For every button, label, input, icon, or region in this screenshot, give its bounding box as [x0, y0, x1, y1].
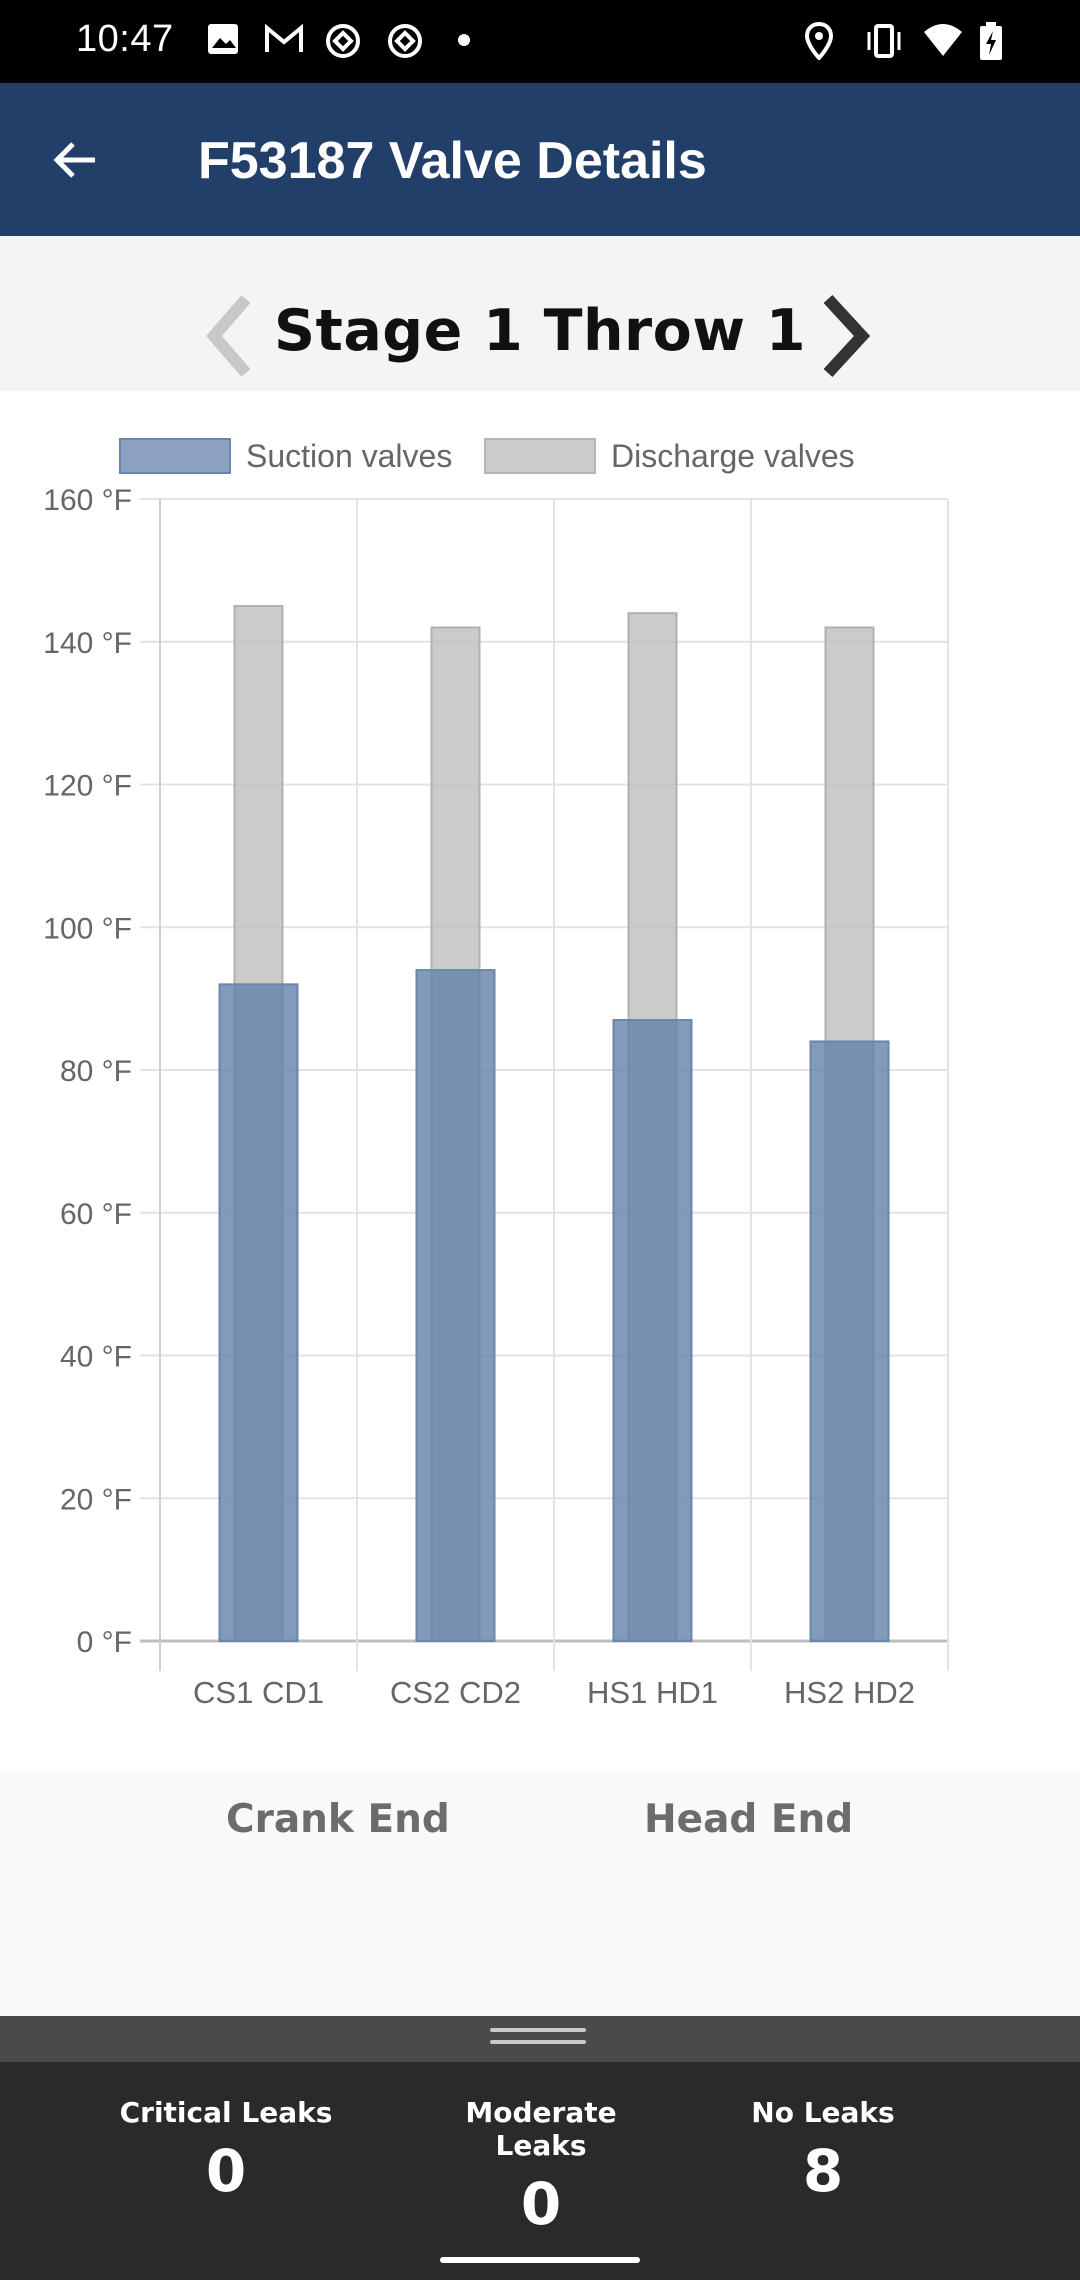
valve-temperature-chart: Suction valves Discharge valves 0 °F 20 °F 4…: [0, 391, 1080, 1771]
moderate-leaks: Moderate Leaks 0: [416, 2096, 666, 2238]
drag-handle-line: [490, 2040, 586, 2044]
y-tick-label: 160 °F: [43, 484, 132, 517]
stage-title: Stage 1 Throw 1: [274, 298, 806, 364]
battery-charging-icon: [980, 22, 1002, 60]
crank-end-label: Crank End: [226, 1797, 450, 1842]
moderate-leaks-value: 0: [520, 2170, 562, 2238]
image-icon: [208, 24, 238, 54]
legend-label: Suction valves: [246, 438, 452, 474]
chevron-right-icon[interactable]: [812, 291, 882, 381]
y-tick-label: 140 °F: [43, 627, 132, 660]
suction-bar: [612, 1019, 693, 1642]
dot-icon: [458, 34, 470, 46]
back-button[interactable]: [38, 123, 112, 197]
legend-label: Discharge valves: [611, 438, 855, 474]
y-tick-label: 120 °F: [43, 770, 132, 803]
bottom-sheet-handle[interactable]: [0, 2016, 1080, 2062]
y-tick-label: 20 °F: [60, 1483, 132, 1516]
head-end-label: Head End: [644, 1797, 854, 1842]
status-bar: 10:47: [0, 0, 1080, 83]
status-time: 10:47: [76, 18, 174, 60]
sync-icon: [326, 24, 360, 58]
leak-summary: Critical Leaks 0 Moderate Leaks 0 No Lea…: [0, 2062, 1080, 2238]
no-leaks: No Leaks 8: [740, 2096, 906, 2205]
app-bar: F53187 Valve Details: [0, 83, 1080, 236]
arrow-left-icon: [53, 142, 95, 178]
legend-swatch: [119, 438, 231, 474]
no-leaks-value: 8: [802, 2137, 844, 2205]
end-labels: Crank End Head End: [0, 1771, 1080, 2016]
x-tick-label: HS2 HD2: [784, 1675, 915, 1710]
y-tick-label: 0 °F: [77, 1626, 132, 1659]
vibrate-icon: [867, 24, 901, 58]
suction-bar: [809, 1040, 890, 1642]
x-tick-label: CS1 CD1: [193, 1675, 324, 1710]
x-tick-label: CS2 CD2: [390, 1675, 521, 1710]
y-tick-label: 40 °F: [60, 1341, 132, 1374]
page-title: F53187 Valve Details: [198, 132, 707, 190]
system-nav-bar: [0, 2235, 1080, 2280]
suction-bar: [218, 983, 299, 1642]
y-tick-label: 100 °F: [43, 912, 132, 945]
location-icon: [804, 22, 834, 60]
moderate-leaks-label: Moderate Leaks: [465, 2096, 617, 2162]
x-tick-label: HS1 HD1: [587, 1675, 718, 1710]
chevron-left-icon[interactable]: [196, 291, 266, 381]
critical-leaks-value: 0: [205, 2137, 247, 2205]
no-leaks-label: No Leaks: [751, 2096, 895, 2129]
bar-chart: Suction valves Discharge valves 0 °F 20 °F 4…: [43, 438, 949, 1710]
sync-icon: [388, 24, 422, 58]
home-gesture-pill[interactable]: [440, 2257, 640, 2263]
wifi-icon: [924, 24, 962, 56]
y-tick-label: 80 °F: [60, 1055, 132, 1088]
y-tick-label: 60 °F: [60, 1198, 132, 1231]
critical-leaks-label: Critical Leaks: [119, 2096, 333, 2129]
critical-leaks: Critical Leaks 0: [114, 2096, 338, 2205]
suction-bar: [415, 969, 496, 1642]
gmail-icon: [265, 23, 303, 52]
drag-handle-line: [490, 2028, 586, 2032]
stage-selector: Stage 1 Throw 1: [0, 236, 1080, 391]
legend-swatch: [484, 438, 596, 474]
